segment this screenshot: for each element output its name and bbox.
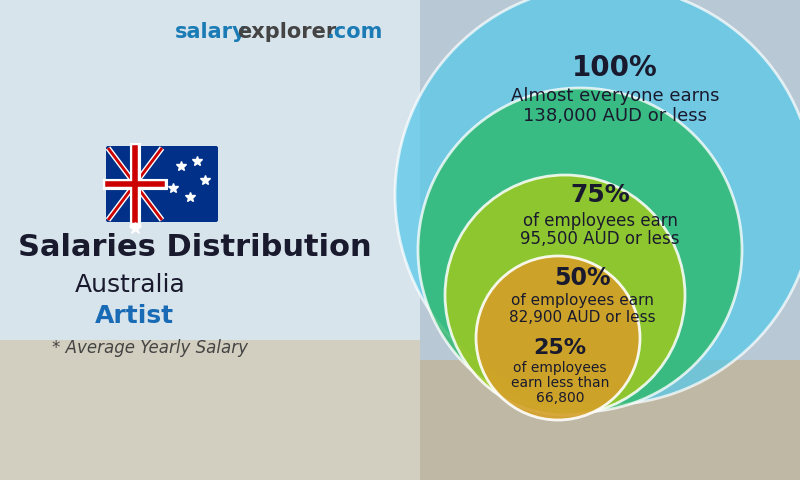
Bar — [420, 0, 800, 480]
Circle shape — [418, 88, 742, 412]
Text: 82,900 AUD or less: 82,900 AUD or less — [509, 311, 655, 325]
Text: of employees earn: of employees earn — [510, 293, 654, 309]
Text: of employees earn: of employees earn — [522, 212, 678, 230]
Text: Artist: Artist — [95, 304, 174, 328]
Bar — [420, 360, 800, 480]
Text: 95,500 AUD or less: 95,500 AUD or less — [520, 230, 680, 248]
Text: * Average Yearly Salary: * Average Yearly Salary — [52, 339, 248, 357]
Text: 25%: 25% — [534, 338, 586, 358]
Text: earn less than: earn less than — [511, 376, 609, 390]
Text: Australia: Australia — [75, 273, 186, 297]
Text: salary: salary — [175, 22, 246, 42]
Bar — [0, 340, 420, 480]
Circle shape — [395, 0, 800, 405]
Circle shape — [445, 175, 685, 415]
Text: 100%: 100% — [572, 54, 658, 82]
Bar — [0, 0, 420, 480]
FancyBboxPatch shape — [106, 146, 218, 222]
Text: 66,800: 66,800 — [536, 391, 584, 405]
Text: .com: .com — [327, 22, 383, 42]
Text: of employees: of employees — [514, 361, 606, 375]
Text: 50%: 50% — [554, 266, 610, 290]
Text: 138,000 AUD or less: 138,000 AUD or less — [523, 107, 707, 125]
Text: Salaries Distribution: Salaries Distribution — [18, 233, 372, 263]
Text: 75%: 75% — [570, 183, 630, 207]
Text: explorer: explorer — [237, 22, 336, 42]
Circle shape — [476, 256, 640, 420]
Text: Almost everyone earns: Almost everyone earns — [510, 87, 719, 105]
